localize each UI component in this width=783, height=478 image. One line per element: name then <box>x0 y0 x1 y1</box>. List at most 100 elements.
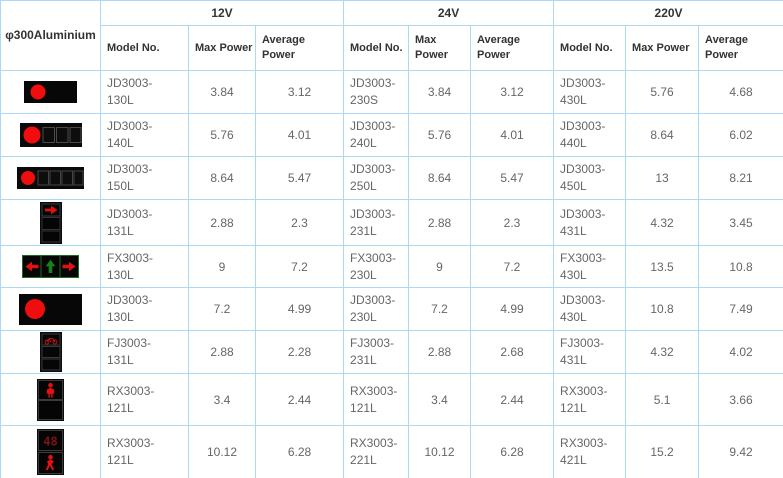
cell-avg-24v: 2.3 <box>470 199 555 246</box>
cell-max-12v: 9 <box>188 245 256 288</box>
cell-avg-24v: 5.47 <box>470 156 555 200</box>
cell-avg-24v: 3.12 <box>470 70 555 114</box>
arrow-signal-vertical-icon <box>39 201 62 244</box>
cell-avg-220v: 9.42 <box>698 425 783 478</box>
cell-avg-24v: 7.2 <box>470 245 555 288</box>
cell-avg-12v: 3.12 <box>254 70 345 114</box>
cell-max-220v: 13 <box>625 156 700 200</box>
red-light-countdown-3-icon <box>19 123 82 147</box>
table-row: JD3003-150L 8.64 5.47 JD3003-250L 8.64 5… <box>0 156 783 200</box>
cell-model-12v: JD3003-140L <box>100 113 189 157</box>
cell-max-220v: 10.8 <box>625 287 700 331</box>
product-image-cell <box>0 373 101 426</box>
header-avg-24v: Average Power <box>470 25 555 71</box>
cell-model-24v: FX3003-230L <box>343 245 410 288</box>
cell-model-24v: JD3003-230S <box>343 70 410 114</box>
cell-max-12v: 10.12 <box>188 425 256 478</box>
table-row: JD3003-140L 5.76 4.01 JD3003-240L 5.76 4… <box>0 113 783 157</box>
cell-model-220v: JD3003-431L <box>553 199 627 246</box>
product-image-cell <box>0 330 101 374</box>
cell-model-24v: JD3003-230L <box>343 287 410 331</box>
pedestrian-countdown-signal-icon: 48 <box>37 429 64 475</box>
cell-max-12v: 3.84 <box>188 70 256 114</box>
product-image-cell: 48 <box>0 425 101 478</box>
bicycle-signal-icon <box>39 332 62 372</box>
header-avg-220v: Average Power <box>698 25 783 71</box>
cell-model-12v: JD3003-131L <box>100 199 189 246</box>
cell-avg-220v: 6.02 <box>698 113 783 157</box>
cell-model-220v: FJ3003-431L <box>553 330 627 374</box>
red-light-large-icon <box>19 293 82 325</box>
cell-max-24v: 2.88 <box>408 199 472 246</box>
cell-avg-24v: 2.68 <box>470 330 555 374</box>
product-image-cell <box>0 113 101 157</box>
cell-max-24v: 9 <box>408 245 472 288</box>
cell-model-220v: JD3003-450L <box>553 156 627 200</box>
cell-avg-12v: 2.3 <box>254 199 345 246</box>
cell-model-220v: JD3003-430L <box>553 70 627 114</box>
header-model-12v: Model No. <box>100 25 189 71</box>
cell-avg-220v: 4.02 <box>698 330 783 374</box>
three-arrow-signal-icon <box>22 255 79 278</box>
cell-avg-220v: 7.49 <box>698 287 783 331</box>
red-light-icon <box>24 81 77 103</box>
cell-model-12v: JD3003-130L <box>100 70 189 114</box>
corner-header: φ300Aluminium <box>0 0 101 71</box>
cell-avg-12v: 6.28 <box>254 425 345 478</box>
column-header-row: Model No. Max Power Average Power Model … <box>1 25 783 71</box>
product-image-cell <box>0 199 101 246</box>
cell-avg-220v: 3.66 <box>698 373 783 426</box>
cell-avg-12v: 2.44 <box>254 373 345 426</box>
cell-max-220v: 8.64 <box>625 113 700 157</box>
cell-avg-220v: 10.8 <box>698 245 783 288</box>
cell-max-12v: 8.64 <box>188 156 256 200</box>
table-row: 48 RX3003-121L 10.12 6.28 RX3003-221L 10… <box>0 425 783 478</box>
cell-model-24v: JD3003-250L <box>343 156 410 200</box>
cell-max-12v: 7.2 <box>188 287 256 331</box>
product-image-cell <box>0 287 101 331</box>
table-row: JD3003-131L 2.88 2.3 JD3003-231L 2.88 2.… <box>0 199 783 246</box>
cell-model-24v: FJ3003-231L <box>343 330 410 374</box>
header-max-12v: Max Power <box>188 25 256 71</box>
header-model-220v: Model No. <box>553 25 627 71</box>
cell-max-24v: 5.76 <box>408 113 472 157</box>
cell-avg-12v: 7.2 <box>254 245 345 288</box>
svg-text:48: 48 <box>43 435 57 449</box>
cell-avg-24v: 6.28 <box>470 425 555 478</box>
cell-max-220v: 13.5 <box>625 245 700 288</box>
cell-model-24v: RX3003-221L <box>343 425 410 478</box>
cell-model-220v: FX3003-430L <box>553 245 627 288</box>
table-row: FX3003-130L 9 7.2 FX3003-230L 9 7.2 FX30… <box>0 245 783 288</box>
cell-max-12v: 2.88 <box>188 199 256 246</box>
red-light-countdown-4-icon <box>17 167 84 189</box>
cell-max-12v: 2.88 <box>188 330 256 374</box>
cell-avg-12v: 4.99 <box>254 287 345 331</box>
header-max-24v: Max Power <box>408 25 472 71</box>
table-row: RX3003-121L 3.4 2.44 RX3003-121L 3.4 2.4… <box>0 373 783 426</box>
cell-max-24v: 7.2 <box>408 287 472 331</box>
cell-max-220v: 5.1 <box>625 373 700 426</box>
cell-avg-220v: 3.45 <box>698 199 783 246</box>
cell-avg-24v: 4.01 <box>470 113 555 157</box>
group-header-12v: 12V <box>99 0 345 26</box>
cell-max-24v: 10.12 <box>408 425 472 478</box>
cell-model-12v: RX3003-121L <box>100 373 189 426</box>
cell-max-12v: 5.76 <box>188 113 256 157</box>
cell-model-220v: JD3003-440L <box>553 113 627 157</box>
product-image-cell <box>0 70 101 114</box>
cell-model-24v: RX3003-121L <box>343 373 410 426</box>
cell-model-24v: JD3003-231L <box>343 199 410 246</box>
cell-max-24v: 3.84 <box>408 70 472 114</box>
cell-model-220v: RX3003-121L <box>553 373 627 426</box>
group-header-row: φ300Aluminium 12V 24V 220V <box>0 0 783 71</box>
cell-avg-12v: 2.28 <box>254 330 345 374</box>
cell-model-12v: RX3003-121L <box>100 425 189 478</box>
cell-model-12v: FX3003-130L <box>100 245 189 288</box>
cell-model-12v: JD3003-130L <box>100 287 189 331</box>
cell-model-12v: JD3003-150L <box>100 156 189 200</box>
header-model-24v: Model No. <box>343 25 410 71</box>
group-header-220v: 220V <box>553 0 783 26</box>
group-header-24v: 24V <box>343 0 555 26</box>
